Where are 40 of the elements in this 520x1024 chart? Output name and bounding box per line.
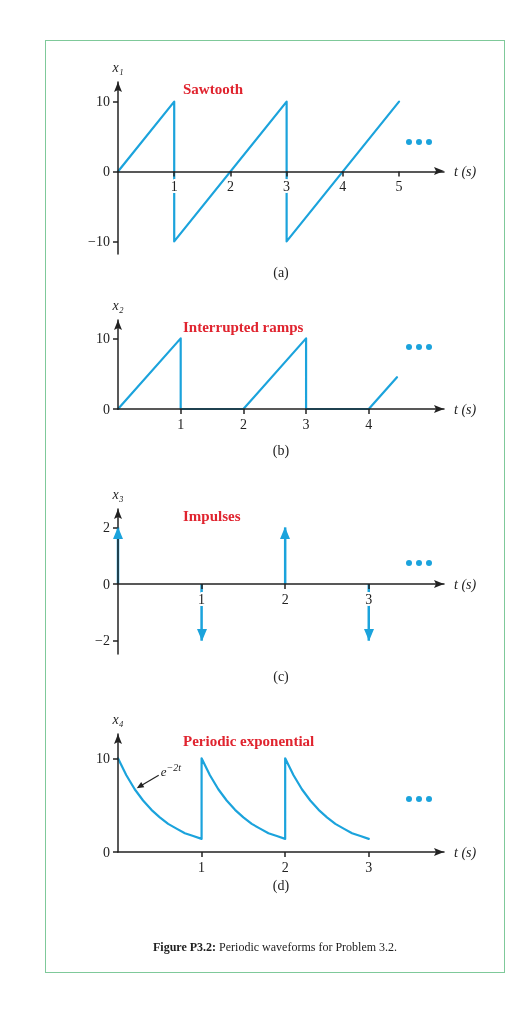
chart-title: Periodic exponential [183, 732, 315, 749]
y-tick-label: −2 [95, 633, 110, 649]
x-tick-label: 1 [170, 179, 178, 194]
y-axis-title: x₃ [111, 486, 124, 502]
y-tick-label: −10 [88, 233, 110, 249]
text: (b) [272, 442, 290, 459]
text: (d) [272, 877, 290, 894]
x-tick-label: 2 [226, 179, 234, 194]
x-axis-title: t (s) [454, 576, 477, 593]
y-tick-label: 10 [96, 750, 110, 766]
x-tick-label: 3 [302, 416, 310, 432]
y-axis-title: x₂ [111, 297, 124, 313]
x-tick-label: 3 [365, 859, 373, 875]
x-tick-label: 1 [177, 416, 185, 432]
chart-title: Interrupted ramps [183, 318, 304, 335]
x-tick-label: 2 [239, 416, 247, 432]
caption: Figure P3.2: Periodic waveforms for Problem 3.2. [152, 940, 398, 954]
x-tick-label: 1 [198, 591, 206, 607]
x-tick-label: 4 [339, 179, 347, 194]
y-tick-label: 2 [103, 519, 110, 535]
y-tick-label: 0 [103, 401, 110, 417]
x-axis-title: t (s) [454, 844, 477, 861]
chart-title: Sawtooth [183, 80, 244, 97]
y-axis-title: x₁ [111, 59, 124, 75]
x-tick-label: 1 [198, 859, 206, 875]
y-axis-title: x₄ [111, 711, 124, 727]
y-tick-label: 0 [103, 164, 110, 179]
text: (a) [273, 264, 290, 281]
y-tick-label: 0 [103, 844, 110, 860]
chart-title: Impulses [183, 507, 241, 524]
y-tick-label: 10 [96, 94, 110, 110]
y-tick-label: 0 [103, 576, 110, 592]
x-tick-label: 5 [395, 179, 403, 194]
x-axis-title: t (s) [454, 164, 477, 180]
x-tick-label: 4 [365, 416, 373, 432]
x-axis-title: t (s) [454, 401, 477, 418]
x-tick-label: 2 [281, 591, 289, 607]
text: (c) [273, 668, 290, 685]
x-tick-label: 2 [281, 859, 289, 875]
y-tick-label: 10 [96, 330, 110, 346]
